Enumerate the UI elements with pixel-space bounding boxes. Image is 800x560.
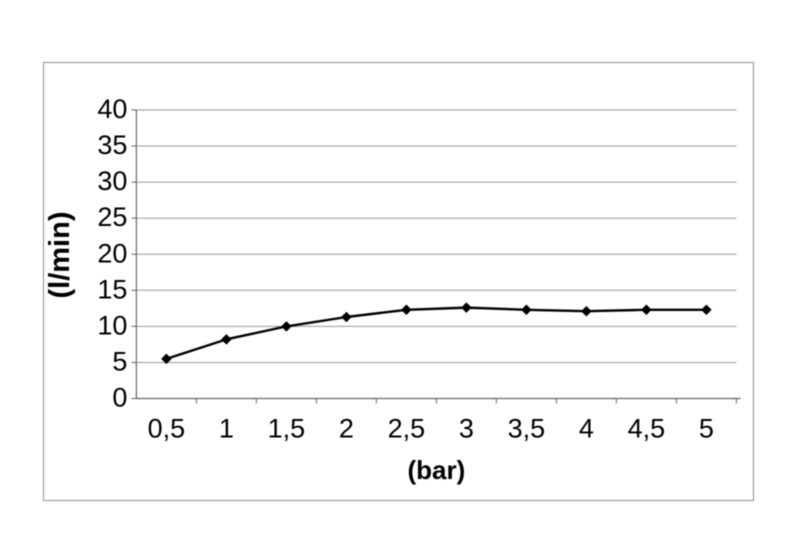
svg-text:5: 5	[112, 346, 127, 376]
svg-text:25: 25	[97, 202, 127, 232]
svg-text:15: 15	[97, 274, 127, 304]
svg-text:1,5: 1,5	[268, 414, 306, 444]
svg-text:2: 2	[339, 414, 354, 444]
svg-text:40: 40	[97, 94, 127, 124]
svg-text:30: 30	[97, 166, 127, 196]
svg-text:0: 0	[112, 383, 127, 413]
svg-text:4,5: 4,5	[628, 414, 666, 444]
svg-text:3: 3	[459, 414, 474, 444]
svg-text:3,5: 3,5	[508, 414, 546, 444]
svg-text:(bar): (bar)	[408, 455, 466, 485]
svg-text:2,5: 2,5	[388, 414, 426, 444]
svg-text:0,5: 0,5	[148, 414, 186, 444]
svg-text:1: 1	[219, 414, 234, 444]
svg-text:5: 5	[699, 414, 714, 444]
svg-text:20: 20	[97, 238, 127, 268]
svg-text:4: 4	[579, 414, 594, 444]
svg-text:(l/min): (l/min)	[44, 212, 76, 299]
svg-text:10: 10	[97, 310, 127, 340]
svg-text:35: 35	[97, 130, 127, 160]
